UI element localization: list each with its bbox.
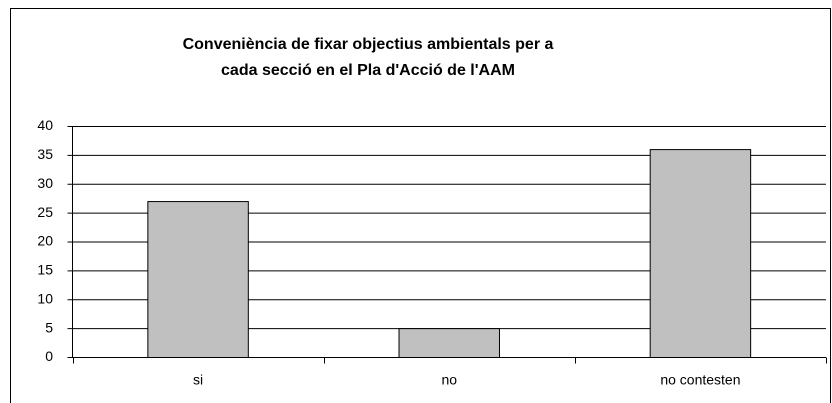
bar — [147, 201, 249, 358]
chart-title-line: cada secció en el Pla d'Acció de l'AAM — [221, 62, 515, 79]
x-tick-label: no contesten — [660, 372, 740, 388]
y-tick-label: 40 — [37, 117, 53, 133]
y-tick-label: 10 — [37, 290, 53, 306]
y-tick-label: 15 — [37, 262, 53, 278]
y-tick-label: 25 — [37, 204, 53, 220]
bar — [398, 328, 500, 358]
y-tick-label: 30 — [37, 175, 53, 191]
x-tick-label: si — [193, 372, 203, 388]
y-tick-label: 5 — [45, 319, 53, 335]
y-tick-label: 0 — [45, 348, 53, 364]
x-tick-label: no — [441, 372, 457, 388]
bar — [649, 149, 752, 358]
chart-title-line: Conveniència de fixar objectius ambienta… — [183, 36, 554, 53]
y-tick-label: 35 — [37, 146, 53, 162]
y-tick-label: 20 — [37, 233, 53, 249]
